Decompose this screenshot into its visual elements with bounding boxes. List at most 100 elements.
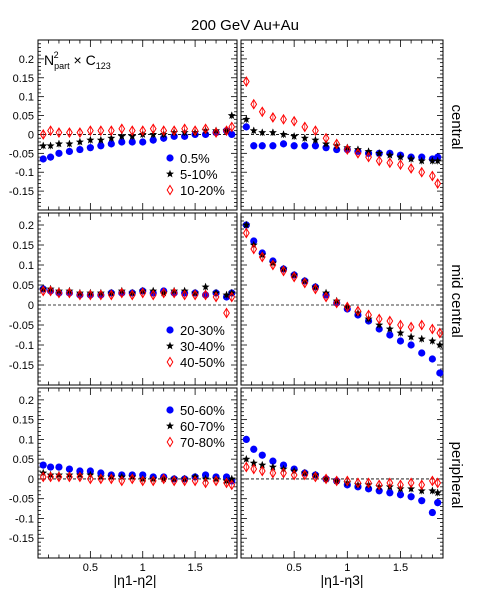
data-point (76, 289, 84, 301)
data-point (343, 301, 351, 313)
data-point (228, 479, 236, 491)
row-peripheral: 0.2 0.15 0.1 0.05 0 -0.05 -0.1 -0.15 50-60%60-70… (9, 387, 465, 559)
series-30-40% (242, 220, 444, 349)
x-tick-label: 0.5 (83, 562, 98, 574)
panel-frame (240, 387, 444, 559)
data-point (118, 123, 126, 135)
data-point (269, 142, 277, 150)
chart-title: 200 GeV Au+Au (191, 17, 299, 34)
data-point (322, 291, 330, 303)
data-point (269, 111, 277, 123)
legend-label: 5-10% (180, 167, 218, 182)
data-point (258, 451, 266, 459)
data-point (407, 162, 415, 174)
data-point (223, 125, 230, 137)
series-40-50% (242, 227, 444, 339)
data-point (128, 289, 136, 301)
row-label: mid central (448, 264, 465, 337)
data-point (139, 138, 147, 146)
data-point (333, 138, 341, 150)
data-point (86, 289, 94, 301)
data-point (76, 127, 84, 139)
legend-label: 30-40% (180, 339, 225, 354)
data-point (343, 475, 351, 487)
data-point (290, 132, 299, 140)
data-point (375, 155, 383, 167)
data-point (46, 463, 55, 471)
data-point (170, 475, 178, 487)
data-point (55, 149, 63, 157)
data-point (39, 128, 47, 140)
data-point (417, 156, 426, 165)
data-point (375, 149, 384, 157)
data-point (333, 297, 341, 309)
data-point (418, 497, 426, 505)
data-point (365, 477, 372, 489)
data-point (250, 243, 258, 255)
data-point (242, 76, 250, 88)
data-point (128, 125, 136, 137)
data-point (290, 469, 298, 481)
data-point (47, 471, 54, 483)
data-point (311, 142, 320, 150)
data-point (65, 465, 74, 473)
data-point (228, 291, 236, 303)
data-point (280, 113, 287, 125)
data-point (428, 486, 437, 495)
data-point (290, 271, 298, 283)
panel-left: 0.2 0.15 0.1 0.05 0 -0.05 -0.1 -0.15 (9, 212, 238, 386)
data-point (39, 141, 48, 150)
data-point (242, 461, 250, 473)
data-point (407, 493, 415, 501)
y-tick-label: 0 (28, 300, 34, 312)
data-point (397, 319, 404, 331)
data-point (428, 336, 437, 345)
x-tick-label: 1.5 (187, 562, 202, 574)
y-tick-label: -0.15 (9, 186, 34, 198)
data-point (65, 147, 74, 156)
data-point (428, 170, 436, 182)
data-point (228, 130, 236, 139)
legend-label: 50-60% (180, 403, 225, 418)
data-point (97, 473, 105, 485)
data-point (66, 127, 73, 139)
data-point (280, 265, 287, 277)
data-point (301, 277, 309, 289)
data-point (428, 156, 437, 165)
data-point (375, 479, 383, 491)
data-point (54, 139, 63, 148)
data-point (386, 157, 394, 169)
data-point (407, 321, 415, 333)
data-point (396, 491, 405, 499)
y-tick-label: 0 (28, 129, 34, 141)
data-point (365, 309, 372, 321)
data-point (354, 305, 362, 317)
data-point (222, 290, 231, 299)
row-mid-central: 0.2 0.15 0.1 0.05 0 -0.05 -0.1 -0.15 20-30%30-40… (9, 212, 465, 386)
y-tick-label: -0.15 (9, 360, 34, 372)
data-point (354, 147, 362, 159)
data-point (55, 471, 63, 483)
data-point (117, 132, 126, 140)
data-point (250, 142, 258, 150)
data-point (191, 475, 199, 487)
x-tick-label: 1 (140, 562, 146, 574)
series-70-80% (39, 471, 236, 491)
data-point (212, 291, 220, 303)
data-point (86, 125, 94, 137)
data-point (76, 471, 84, 483)
data-point (386, 489, 394, 497)
x-tick-label: 1 (344, 562, 350, 574)
data-point (386, 477, 394, 489)
y-tick-label: 0.05 (13, 111, 34, 123)
data-point (280, 467, 287, 479)
data-point (97, 289, 105, 301)
series-70-80% (242, 461, 442, 491)
data-point (128, 473, 136, 485)
data-point (86, 135, 95, 144)
data-point (242, 220, 251, 229)
panel-right (240, 387, 444, 559)
data-point (418, 319, 426, 331)
legend-marker (166, 356, 174, 368)
data-point (66, 287, 73, 299)
